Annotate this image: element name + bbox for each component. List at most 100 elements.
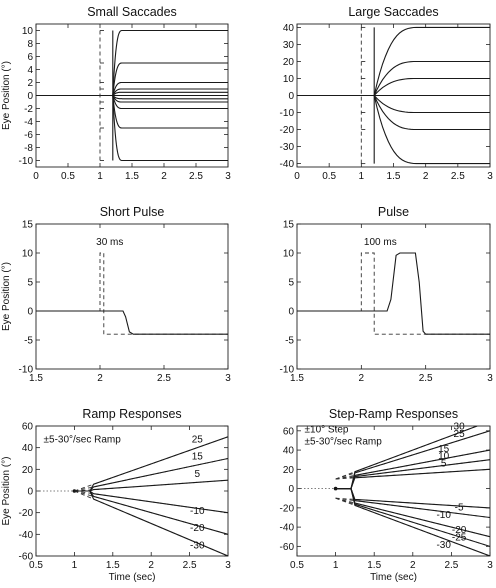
eye-position-trace: [74, 490, 228, 514]
x-axis-label: Time (sec): [109, 572, 156, 583]
y-tick-label: -20: [19, 508, 34, 519]
ramp-velocity-label: -20: [452, 525, 467, 536]
eye-position-trace: [297, 252, 490, 335]
eye-position-trace: [373, 77, 490, 96]
eye-position-trace: [112, 88, 228, 96]
x-tick-label: 0: [33, 171, 39, 182]
y-tick-label: -30: [280, 142, 295, 153]
y-tick-label: -2: [24, 104, 33, 115]
eye-position-trace: [112, 29, 228, 96]
x-tick-label: 2: [148, 560, 154, 571]
eye-position-trace: [112, 95, 228, 162]
eye-position-trace: [335, 488, 490, 538]
x-tick-label: 0.5: [322, 171, 336, 182]
x-tick-label: 1.5: [367, 560, 381, 571]
y-tick-label: 0: [288, 484, 294, 495]
x-tick-label: 3: [225, 171, 231, 182]
pulse-frame: [296, 223, 491, 370]
short-pulse-panel: Short Pulse 1.5 2 2.5 3 -10 -5 0 5 10 15 Eye Positi…: [1, 205, 231, 384]
ramp-velocity-label: -5: [455, 503, 464, 514]
x-tick-label: 2.5: [451, 171, 465, 182]
pulse-duration-label: 30 ms: [96, 237, 123, 248]
x-tick-label: 0: [294, 171, 300, 182]
y-tick-label: -60: [280, 542, 295, 553]
target-pulse-trace: [297, 252, 490, 335]
eye-position-trace: [373, 95, 490, 165]
ramp-velocity-label: 5: [194, 469, 200, 480]
y-tick-label: 0: [27, 487, 33, 498]
ramp-velocity-label: 15: [192, 452, 204, 463]
y-tick-label: -10: [280, 108, 295, 119]
x-tick-label: 2: [423, 171, 429, 182]
y-tick-label: 5: [288, 278, 294, 289]
x-tick-label: 3: [487, 560, 493, 571]
eye-position-trace: [373, 60, 490, 96]
ramp-responses-plot-area: [36, 436, 228, 556]
x-tick-label: 1.5: [290, 373, 304, 384]
ramp-condition-label: ±5-30°/sec Ramp: [305, 436, 383, 447]
y-tick-label: 15: [283, 220, 295, 231]
x-tick-label: 2.5: [157, 373, 171, 384]
small-saccades-panel: Small Saccades 0 0.5 1 1.5 2 2.5 3 -10 -8 -6 -4 -2 0 2…: [1, 5, 231, 182]
y-axis-label: Eye Position (°): [1, 456, 12, 525]
y-tick-label: 5: [27, 278, 33, 289]
y-tick-label: 20: [283, 57, 295, 68]
x-tick-label: 0.5: [290, 560, 304, 571]
small-saccades-plot-area: [36, 29, 228, 162]
short-pulse-plot-area: [36, 252, 228, 335]
pulse-title: Pulse: [378, 205, 409, 219]
ramp-velocity-label: 25: [454, 429, 466, 440]
y-tick-label: -10: [280, 365, 295, 376]
eye-position-trace: [112, 95, 228, 100]
y-tick-label: 40: [22, 443, 34, 454]
y-tick-label: 10: [22, 249, 34, 260]
ramp-velocity-label: 15: [438, 444, 450, 455]
ramp-velocity-label: -25: [452, 532, 467, 543]
y-tick-label: 0: [27, 307, 33, 318]
y-tick-label: 0: [27, 91, 33, 102]
pulse-panel: Pulse 1.5 2 2.5 3 -10 -5 0 5 10 15 100 ms: [280, 205, 494, 384]
small-saccades-title: Small Saccades: [87, 5, 177, 19]
y-tick-label: 15: [22, 220, 34, 231]
x-tick-label: 1: [72, 560, 78, 571]
y-tick-label: -8: [24, 143, 33, 154]
x-tick-label: 2.5: [444, 560, 458, 571]
x-tick-label: 1: [97, 171, 103, 182]
y-tick-label: -10: [19, 365, 34, 376]
ramp-velocity-label: 30: [454, 421, 466, 432]
eye-position-trace: [112, 95, 228, 129]
ramp-velocity-label: 25: [192, 434, 204, 445]
eye-position-trace: [112, 62, 228, 96]
ramp-velocity-label: -30: [436, 540, 451, 551]
eye-position-trace: [74, 490, 228, 556]
step-ramp-responses-panel: Step-Ramp Responses 0.5 1 1.5 2 2.5 3 -60 -40 -20…: [280, 407, 494, 583]
x-tick-label: 0.5: [29, 560, 43, 571]
x-tick-label: 3: [487, 171, 493, 182]
y-tick-label: 60: [283, 426, 295, 437]
x-tick-label: 2: [410, 560, 416, 571]
step-ramp-responses-plot-area: [297, 426, 490, 556]
y-tick-label: 10: [283, 249, 295, 260]
ramp-condition-label: ±10° Step: [305, 425, 349, 436]
y-tick-label: -6: [24, 130, 33, 141]
y-axis-label: Eye Position (°): [1, 262, 12, 331]
y-tick-label: -20: [280, 503, 295, 514]
ramp-responses-panel: Ramp Responses 0.5 1 1.5 2 2.5 3 -60 -40 -20 0 20 40…: [1, 407, 231, 583]
eye-position-trace: [373, 26, 490, 96]
eye-position-trace: [373, 95, 490, 131]
eye-position-trace: [373, 95, 490, 114]
y-tick-label: 0: [288, 91, 294, 102]
eye-position-trace: [112, 95, 228, 110]
y-tick-label: -60: [19, 552, 34, 563]
x-tick-label: 3: [225, 373, 231, 384]
eye-position-trace: [335, 488, 490, 556]
y-tick-label: -20: [280, 125, 295, 136]
y-tick-label: -10: [19, 156, 34, 167]
x-tick-label: 2.5: [183, 560, 197, 571]
short-pulse-frame: [35, 223, 229, 370]
y-tick-label: 40: [283, 446, 295, 457]
x-tick-label: 3: [225, 560, 231, 571]
x-tick-label: 3: [487, 373, 493, 384]
y-tick-label: 20: [283, 465, 295, 476]
